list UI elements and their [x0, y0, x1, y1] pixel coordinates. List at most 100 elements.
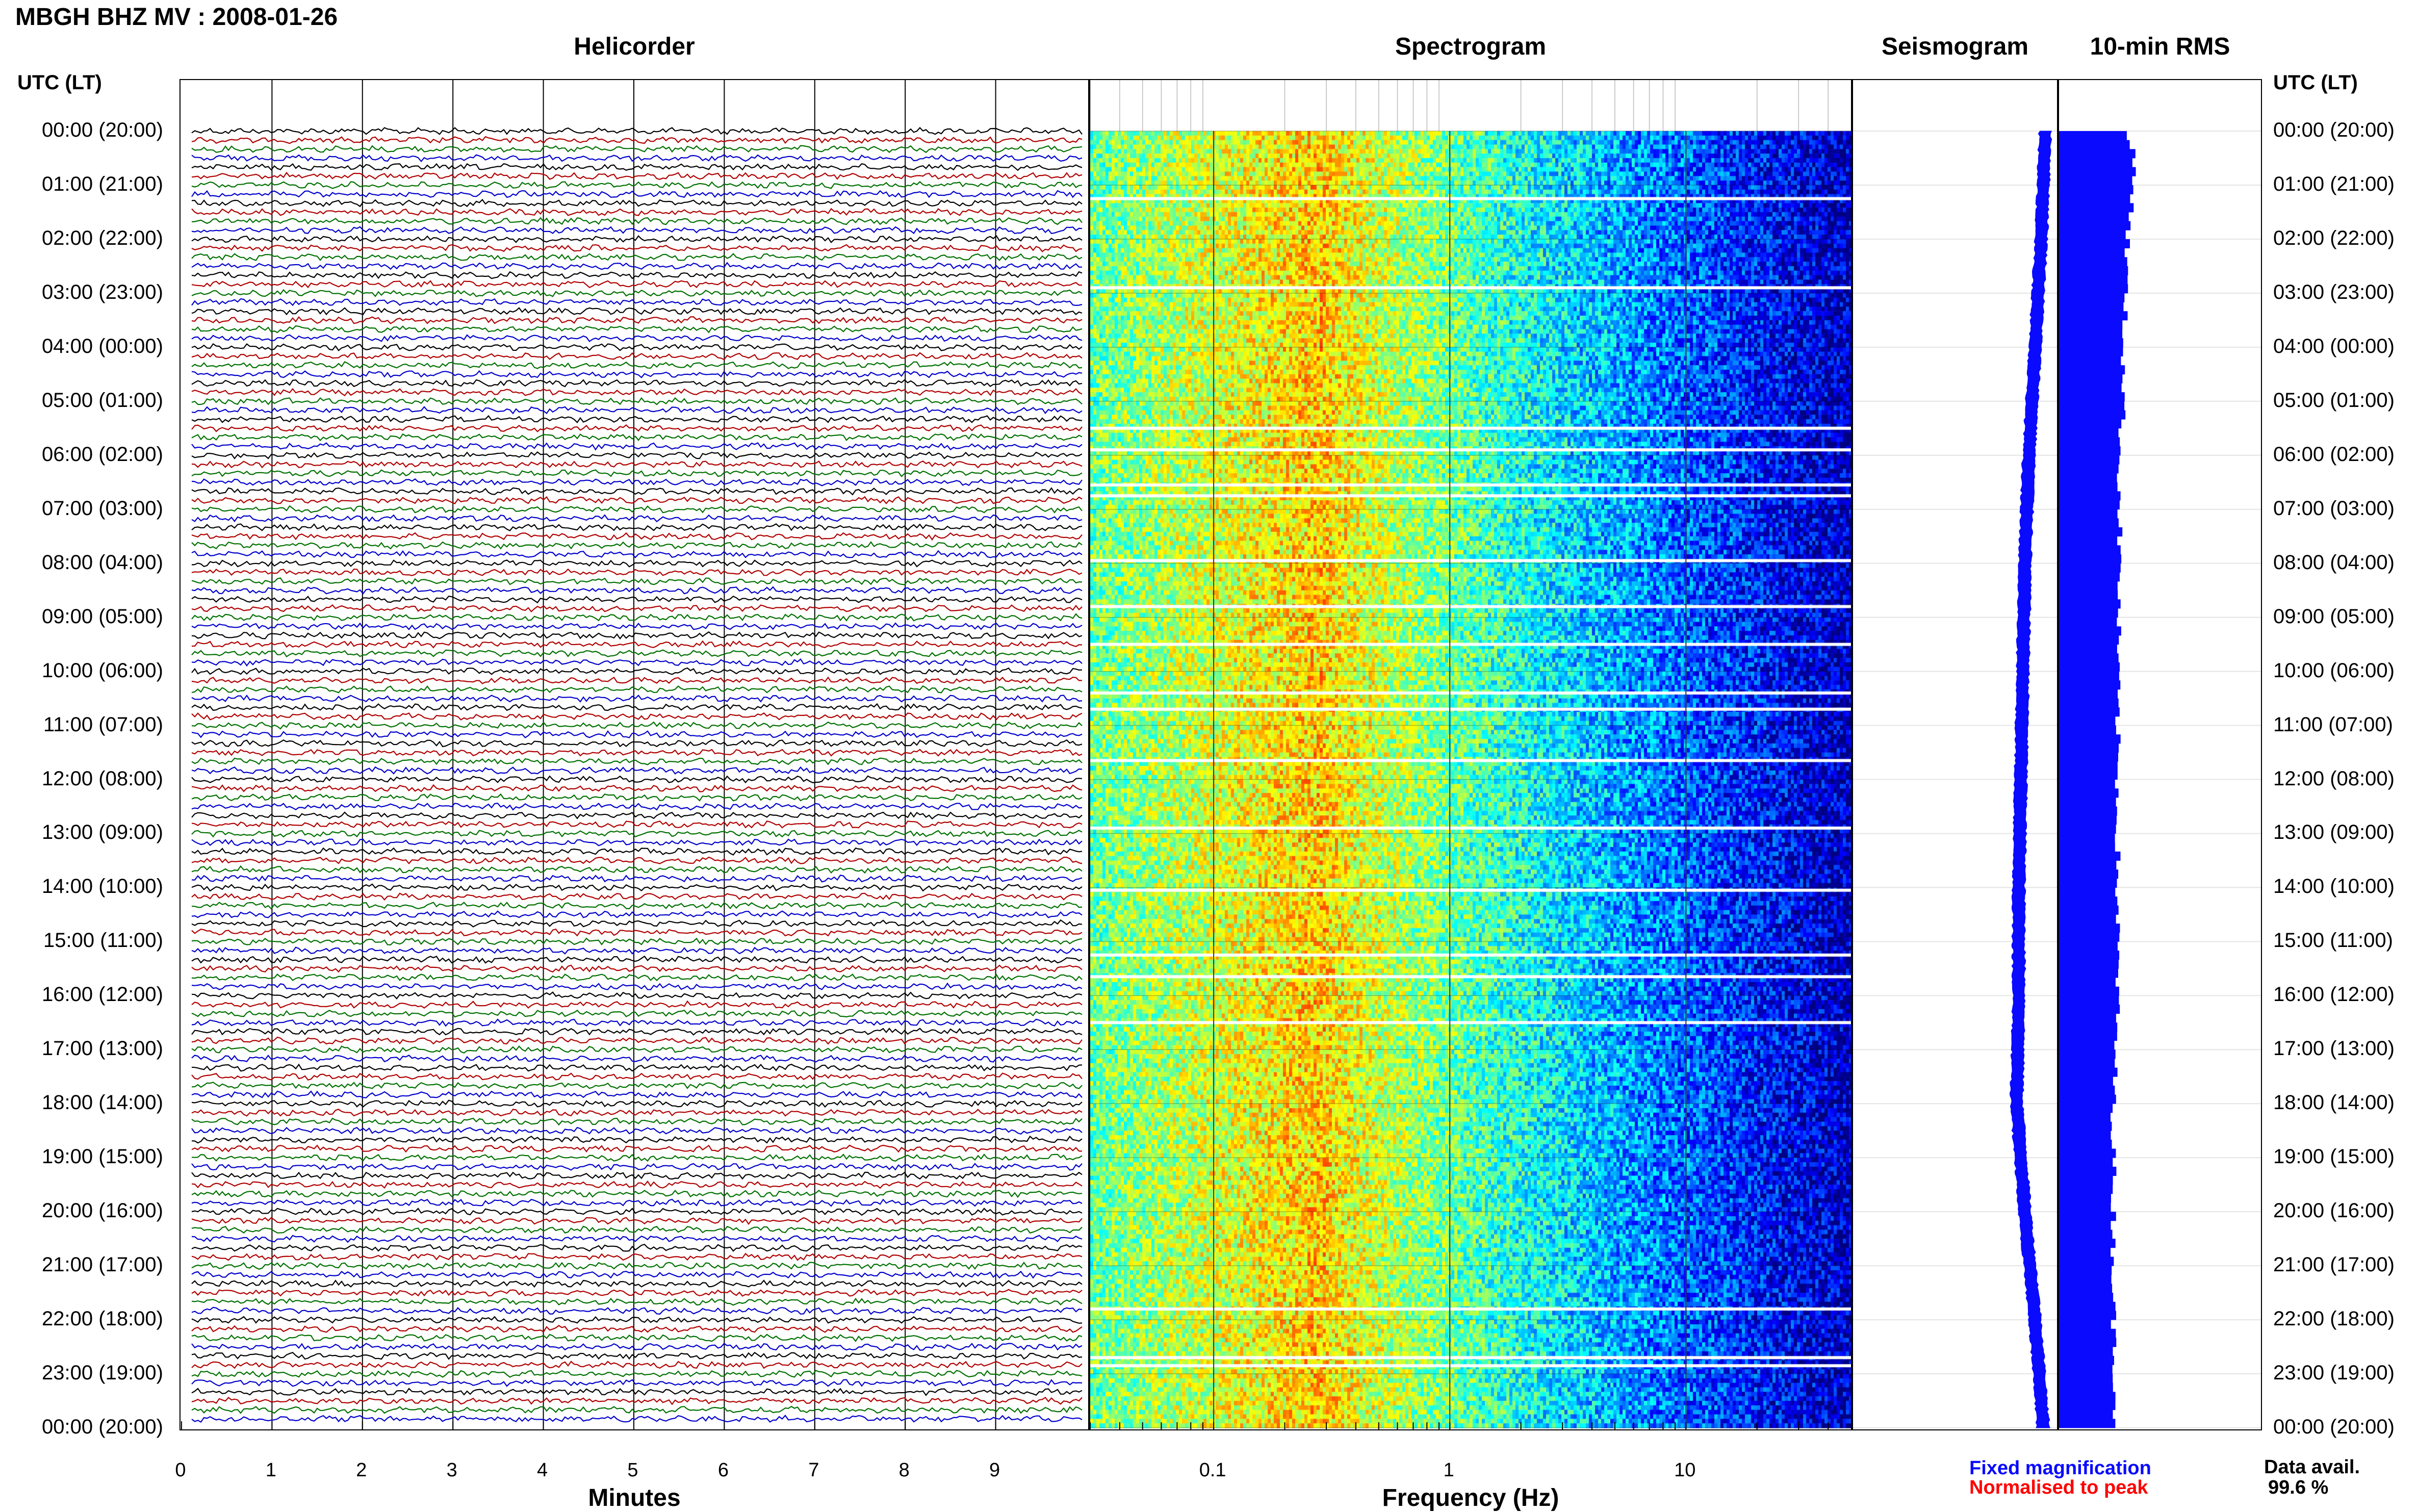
rms-bar: [2059, 185, 2133, 195]
rms-bar: [2059, 176, 2132, 186]
helicorder-trace: [191, 685, 1083, 694]
rms-bar: [2059, 563, 2121, 573]
helicorder-trace: [191, 163, 1083, 171]
rms-bar: [2059, 383, 2122, 393]
rms-bar: [2059, 329, 2123, 339]
rms-bar: [2059, 1005, 2120, 1014]
helicorder-trace: [191, 307, 1083, 316]
helicorder-trace: [191, 712, 1083, 721]
helicorder-trace: [191, 749, 1083, 757]
rms-bar: [2059, 149, 2136, 159]
helicorder-trace: [191, 1306, 1083, 1315]
rms-bar: [2059, 1293, 2114, 1302]
rms-bar: [2059, 896, 2118, 906]
helicorder-trace: [191, 757, 1083, 765]
rms-bar: [2059, 1355, 2114, 1365]
helicorder-trace: [191, 523, 1083, 531]
rms-bar: [2059, 779, 2115, 789]
helicorder-trace: [191, 1117, 1083, 1126]
rms-bar: [2059, 1131, 2111, 1140]
helicorder-trace: [191, 153, 1083, 163]
time-label-right: 07:00 (03:00): [2273, 497, 2395, 520]
rms-bar: [2059, 959, 2119, 969]
rms-bar: [2059, 995, 2119, 1005]
rms-bar: [2059, 302, 2124, 312]
time-label-left: 16:00 (12:00): [42, 983, 163, 1006]
helicorder-trace: [191, 658, 1083, 667]
spectrogram-panel: [1089, 79, 1852, 1430]
rms-bar: [2059, 293, 2125, 302]
helicorder-trace: [191, 415, 1083, 424]
rms-bar: [2059, 752, 2118, 762]
rms-bar: [2059, 1229, 2113, 1239]
helicorder-trace: [191, 1208, 1083, 1216]
helicorder-trace: [191, 478, 1083, 486]
helicorder-trace: [191, 802, 1083, 811]
helicorder-trace: [191, 181, 1083, 189]
helicorder-trace: [191, 1163, 1083, 1171]
rms-bar: [2059, 617, 2117, 627]
time-label-right: 14:00 (10:00): [2273, 875, 2395, 898]
rms-bar: [2059, 446, 2121, 456]
rms-bar: [2059, 734, 2121, 744]
helicorder-trace: [191, 208, 1083, 216]
helicorder-trace: [191, 937, 1083, 945]
rms-bar: [2059, 428, 2119, 438]
rms-bar: [2059, 1166, 2117, 1176]
helicorder-trace: [191, 902, 1083, 910]
rms-bar: [2059, 1059, 2115, 1068]
seismogram-trace: [2009, 131, 2052, 1428]
helicorder-trace: [191, 586, 1083, 595]
rms-bar: [2059, 968, 2118, 978]
rms-bar: [2059, 230, 2126, 240]
helicorder-trace: [191, 613, 1083, 622]
helicorder-trace: [191, 252, 1083, 262]
rms-bar: [2059, 455, 2120, 465]
rms-bar: [2059, 698, 2119, 708]
rms-bar: [2059, 707, 2120, 717]
time-label-left: 20:00 (16:00): [42, 1199, 163, 1222]
rms-bar: [2059, 1185, 2113, 1194]
time-label-left: 12:00 (08:00): [42, 767, 163, 790]
helicorder-trace: [191, 1370, 1083, 1378]
rms-bar: [2059, 725, 2116, 735]
rms-bar: [2059, 1148, 2116, 1158]
time-label-right: 03:00 (23:00): [2273, 280, 2395, 303]
rms-bar: [2059, 797, 2116, 807]
rms-bar: [2059, 401, 2125, 411]
rms-bar: [2059, 194, 2130, 203]
rms-bar: [2059, 419, 2122, 429]
spectrogram-x-tick: 1: [1443, 1459, 1454, 1481]
time-label-right: 23:00 (19:00): [2273, 1362, 2395, 1385]
helicorder-x-tick: 7: [808, 1459, 819, 1481]
helicorder-trace: [191, 910, 1083, 918]
rms-bar: [2059, 1022, 2118, 1032]
rms-bar: [2059, 365, 2125, 375]
helicorder-trace: [191, 830, 1083, 838]
data-availability-value: 99.6 %: [2268, 1477, 2329, 1498]
time-label-right: 02:00 (22:00): [2273, 226, 2395, 249]
helicorder-trace: [191, 1415, 1083, 1423]
rms-bar: [2059, 1382, 2113, 1392]
helicorder-trace: [191, 928, 1083, 937]
helicorder-x-tick: 6: [717, 1459, 729, 1481]
helicorder-trace: [191, 1289, 1083, 1297]
rms-bar: [2059, 356, 2121, 366]
rms-bar: [2059, 239, 2130, 248]
rms-bar: [2059, 978, 2116, 987]
helicorder-trace: [191, 784, 1083, 792]
helicorder-trace: [191, 1334, 1083, 1342]
rms-bar: [2059, 941, 2118, 951]
rms-bar: [2059, 464, 2119, 474]
helicorder-trace: [191, 1009, 1083, 1018]
time-label-left: 22:00 (18:00): [42, 1308, 163, 1330]
helicorder-trace: [191, 442, 1083, 451]
rms-bar: [2059, 1104, 2113, 1113]
helicorder-trace: [191, 631, 1083, 640]
seismogram-panel: [1852, 79, 2058, 1430]
rms-bar: [2059, 878, 2117, 888]
time-label-left: 19:00 (15:00): [42, 1145, 163, 1168]
rms-bar: [2059, 1392, 2116, 1401]
helicorder-trace: [191, 406, 1083, 415]
rms-bar: [2059, 140, 2130, 149]
